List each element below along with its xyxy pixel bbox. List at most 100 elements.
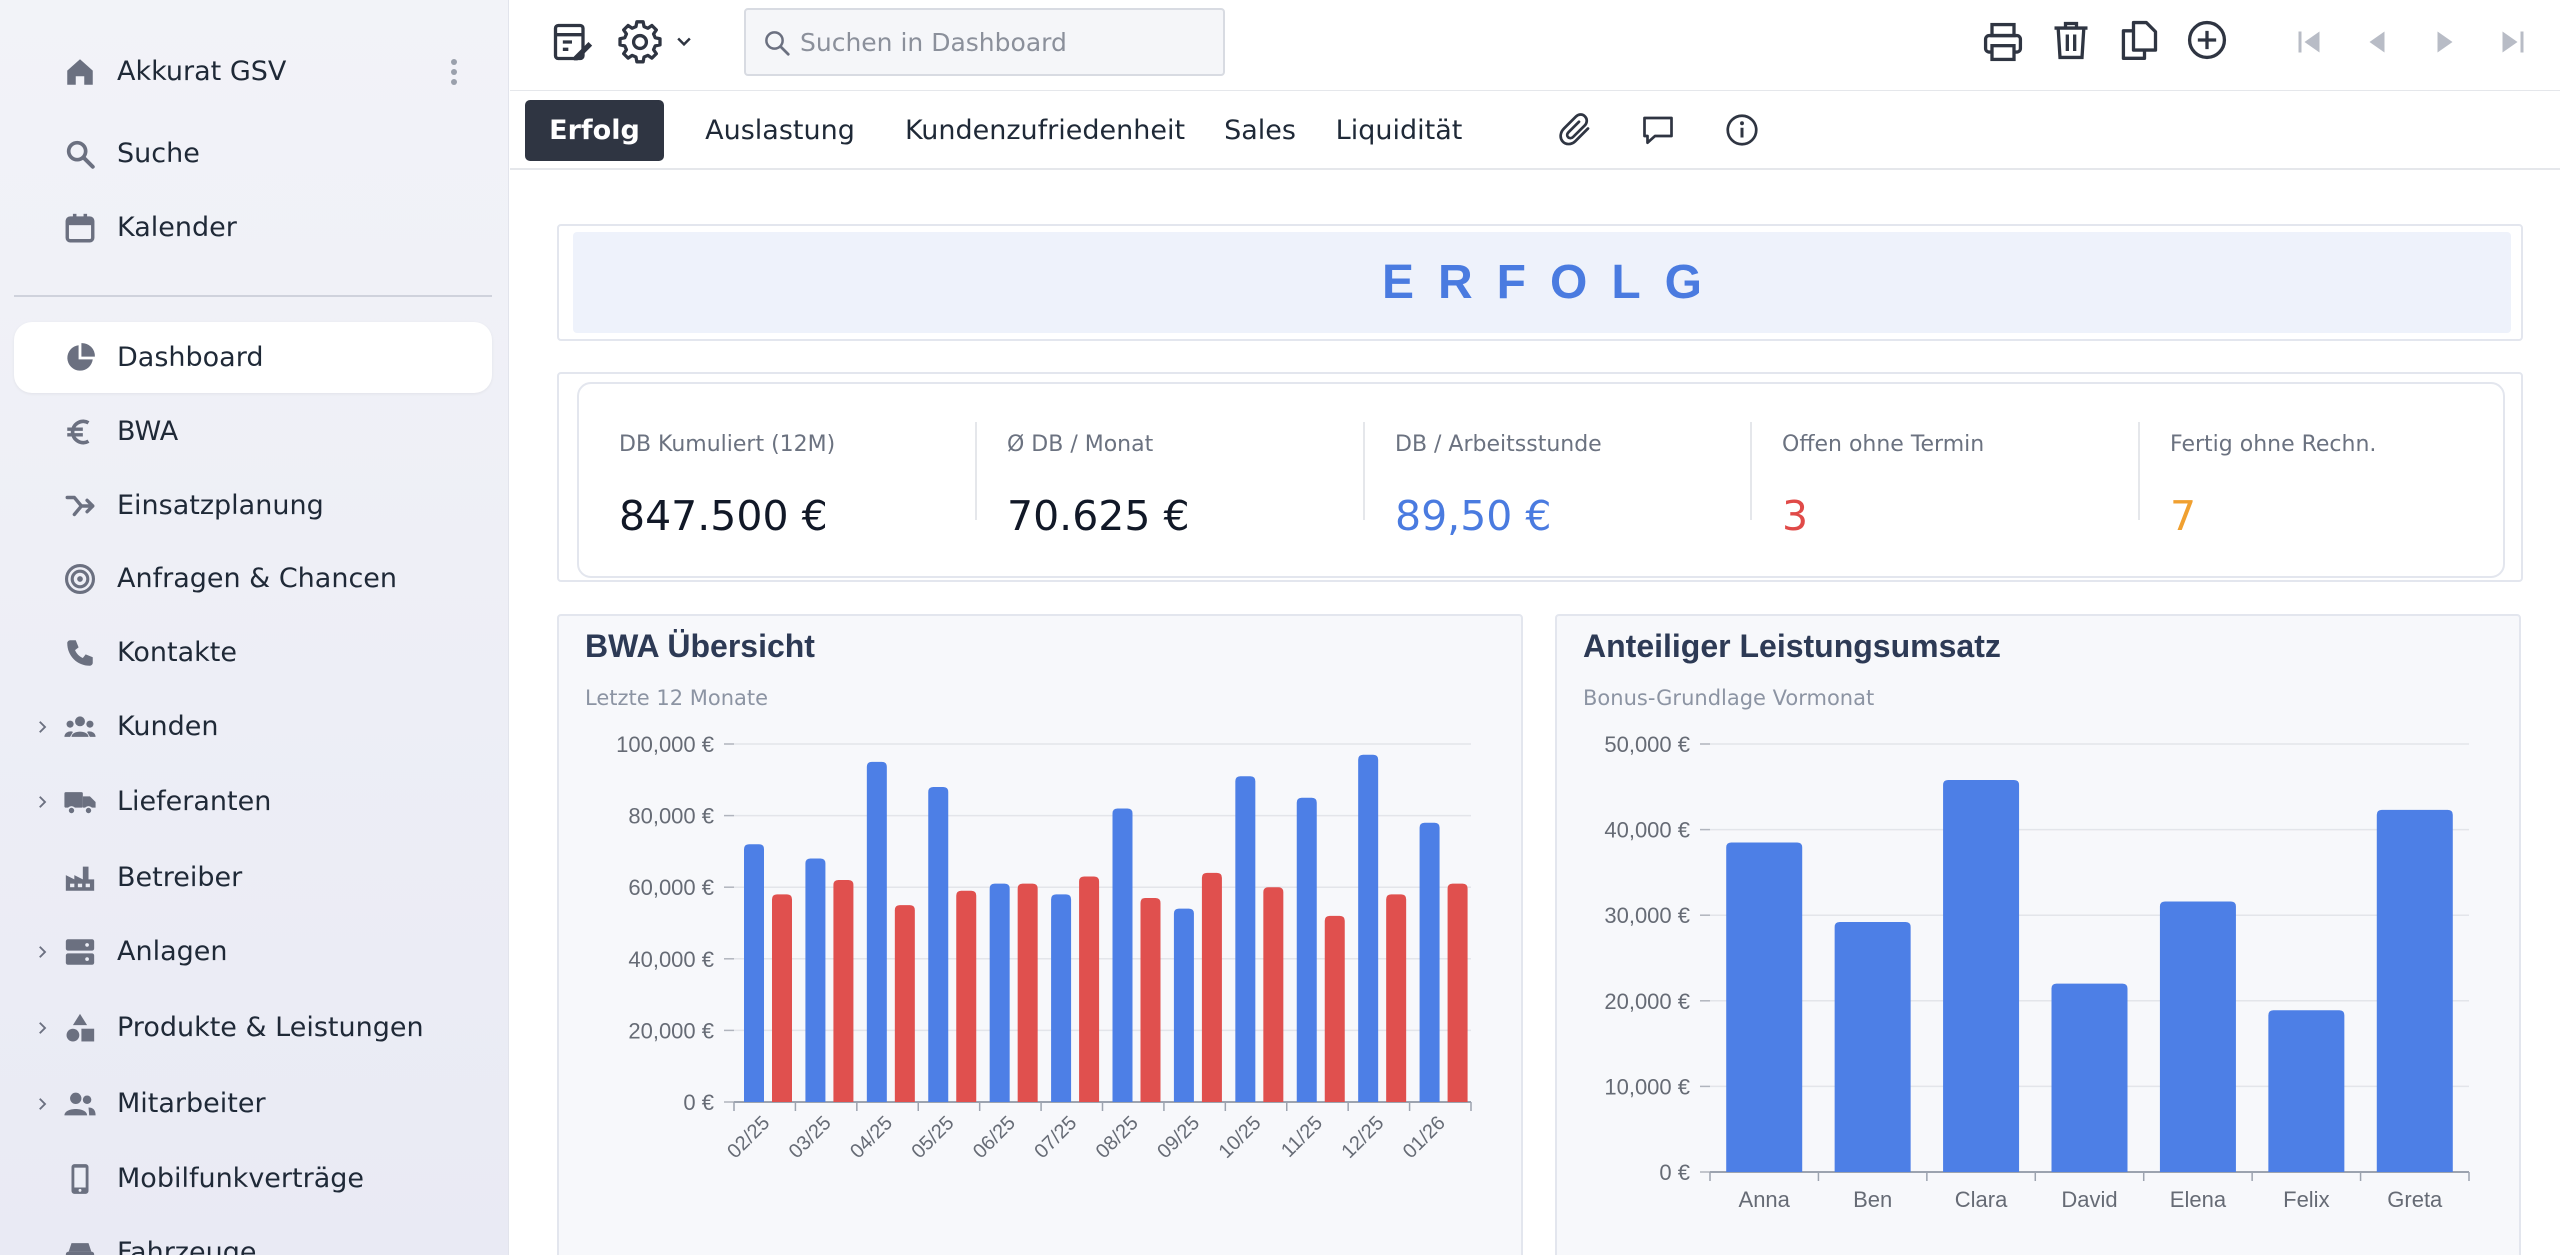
kpi-card: DB Kumuliert (12M) 847.500 € Ø DB / Mona… bbox=[557, 372, 2523, 582]
y-tick-label: 50,000 € bbox=[1604, 732, 1690, 757]
tab-bar: Erfolg Auslastung Kundenzufriedenheit Sa… bbox=[510, 92, 2560, 170]
chevron-right-icon[interactable] bbox=[32, 942, 52, 962]
sidebar-item-anlagen[interactable]: Anlagen bbox=[14, 916, 492, 987]
sidebar-item-kontakte[interactable]: Kontakte bbox=[14, 617, 492, 688]
pie-chart-icon bbox=[62, 340, 98, 376]
chevron-right-icon[interactable] bbox=[32, 717, 52, 737]
tab-sales[interactable]: Sales bbox=[1224, 115, 1296, 146]
bar-series-1 bbox=[1296, 797, 1317, 1102]
first-page-icon[interactable] bbox=[2287, 20, 2331, 64]
tab-kundenzufriedenheit[interactable]: Kundenzufriedenheit bbox=[904, 115, 1186, 146]
x-tick-label: Ben bbox=[1853, 1187, 1892, 1212]
dashboard-content: ERFOLG DB Kumuliert (12M) 847.500 € Ø DB… bbox=[510, 171, 2560, 1255]
y-tick-label: 100,000 € bbox=[616, 732, 714, 757]
kpi-value: 89,50 € bbox=[1395, 492, 1552, 540]
workspace-switcher[interactable]: Akkurat GSV bbox=[14, 36, 492, 107]
sidebar-item-label: Anlagen bbox=[117, 936, 228, 967]
x-tick-label: David bbox=[2061, 1187, 2117, 1212]
sidebar-item-label: Kalender bbox=[117, 212, 237, 243]
sidebar-item-label: Kontakte bbox=[117, 637, 237, 668]
kpi-label: DB / Arbeitsstunde bbox=[1395, 432, 1602, 457]
chevron-right-icon[interactable] bbox=[32, 1094, 52, 1114]
chart-subtitle: Bonus-Grundlage Vormonat bbox=[1583, 686, 1875, 710]
sidebar-item-label: Suche bbox=[117, 138, 200, 169]
trash-icon[interactable] bbox=[2047, 16, 2095, 64]
kpi-value: 70.625 € bbox=[1007, 492, 1190, 540]
euro-icon bbox=[62, 414, 98, 450]
chevron-right-icon[interactable] bbox=[32, 1018, 52, 1038]
search-input[interactable] bbox=[800, 10, 1210, 74]
sidebar-item-lieferanten[interactable]: Lieferanten bbox=[14, 766, 492, 837]
chevron-right-icon[interactable] bbox=[32, 792, 52, 812]
kpi-row: DB Kumuliert (12M) 847.500 € Ø DB / Mona… bbox=[577, 382, 2505, 578]
settings-icon[interactable] bbox=[616, 18, 664, 66]
sidebar-item-label: Lieferanten bbox=[117, 786, 272, 817]
y-tick-label: 10,000 € bbox=[1604, 1074, 1690, 1099]
attachment-icon[interactable] bbox=[1556, 110, 1596, 150]
bar-series-2 bbox=[772, 894, 792, 1102]
x-tick-label: 02/25 bbox=[723, 1112, 774, 1163]
sidebar-item-fahrzeuge[interactable]: Fahrzeuge bbox=[14, 1217, 492, 1255]
search-box[interactable] bbox=[744, 8, 1225, 76]
shapes-icon bbox=[62, 1010, 98, 1046]
kpi-label: Ø DB / Monat bbox=[1007, 432, 1154, 457]
plus-circle-icon[interactable] bbox=[2183, 16, 2231, 64]
kpi-divider bbox=[2138, 422, 2140, 520]
bar bbox=[2051, 983, 2128, 1172]
copy-icon[interactable] bbox=[2115, 16, 2163, 64]
bar-series-1 bbox=[928, 786, 949, 1102]
sidebar-item-mitarbeiter[interactable]: Mitarbeiter bbox=[14, 1068, 492, 1139]
bar-series-1 bbox=[989, 883, 1010, 1102]
sidebar-item-label: Fahrzeuge bbox=[117, 1237, 257, 1255]
tab-erfolg[interactable]: Erfolg bbox=[525, 100, 664, 161]
sidebar-item-label: Betreiber bbox=[117, 862, 243, 893]
printer-icon[interactable] bbox=[1979, 18, 2027, 66]
sidebar-item-kunden[interactable]: Kunden bbox=[14, 691, 492, 762]
calendar-icon bbox=[62, 210, 98, 246]
y-tick-label: 0 € bbox=[683, 1090, 714, 1115]
bar bbox=[1726, 842, 1803, 1172]
bar bbox=[2268, 1010, 2345, 1172]
bar-series-1 bbox=[1419, 822, 1440, 1102]
kpi-divider bbox=[1363, 422, 1365, 520]
bar-series-1 bbox=[1235, 776, 1256, 1102]
tab-liquiditaet[interactable]: Liquidität bbox=[1335, 115, 1463, 146]
sidebar-item-einsatzplanung[interactable]: Einsatzplanung bbox=[14, 470, 492, 541]
more-vertical-icon[interactable] bbox=[444, 57, 464, 87]
bar bbox=[2159, 901, 2236, 1172]
chevron-down-icon[interactable] bbox=[673, 30, 695, 52]
sidebar-item-anfragen[interactable]: Anfragen & Chancen bbox=[14, 543, 492, 614]
bar-series-2 bbox=[894, 905, 915, 1102]
sidebar-item-kalender[interactable]: Kalender bbox=[14, 192, 492, 263]
bar-series-1 bbox=[1051, 894, 1072, 1102]
sidebar-item-suche[interactable]: Suche bbox=[14, 118, 492, 189]
users-icon bbox=[62, 709, 98, 745]
sidebar-item-label: BWA bbox=[117, 416, 179, 447]
x-tick-label: Anna bbox=[1739, 1187, 1791, 1212]
sidebar-item-label: Kunden bbox=[117, 711, 219, 742]
sidebar-divider bbox=[14, 295, 492, 297]
x-tick-label: 07/25 bbox=[1030, 1112, 1081, 1163]
last-page-icon[interactable] bbox=[2491, 20, 2535, 64]
info-icon[interactable] bbox=[1722, 110, 1762, 150]
section-title: ERFOLG bbox=[1382, 256, 1726, 309]
y-tick-label: 80,000 € bbox=[628, 804, 714, 829]
edit-layout-icon[interactable] bbox=[548, 18, 596, 66]
next-page-icon[interactable] bbox=[2423, 20, 2467, 64]
comment-icon[interactable] bbox=[1638, 110, 1678, 150]
chart-title: Anteiliger Leistungsumsatz bbox=[1583, 628, 2001, 664]
sidebar-item-bwa[interactable]: BWA bbox=[14, 396, 492, 467]
tab-auslastung[interactable]: Auslastung bbox=[705, 115, 855, 146]
bar-series-2 bbox=[833, 880, 854, 1102]
previous-page-icon[interactable] bbox=[2355, 20, 2399, 64]
y-tick-label: 20,000 € bbox=[628, 1018, 714, 1043]
sidebar-item-dashboard[interactable]: Dashboard bbox=[14, 322, 492, 393]
sidebar-item-betreiber[interactable]: Betreiber bbox=[14, 842, 492, 913]
y-tick-label: 20,000 € bbox=[1604, 989, 1690, 1014]
sidebar-item-mobilfunk[interactable]: Mobilfunkverträge bbox=[14, 1143, 492, 1214]
x-tick-label: 01/26 bbox=[1399, 1112, 1450, 1163]
sidebar-item-produkte[interactable]: Produkte & Leistungen bbox=[14, 992, 492, 1063]
y-tick-label: 30,000 € bbox=[1604, 903, 1690, 928]
route-icon bbox=[62, 488, 98, 524]
bar bbox=[2376, 809, 2453, 1172]
